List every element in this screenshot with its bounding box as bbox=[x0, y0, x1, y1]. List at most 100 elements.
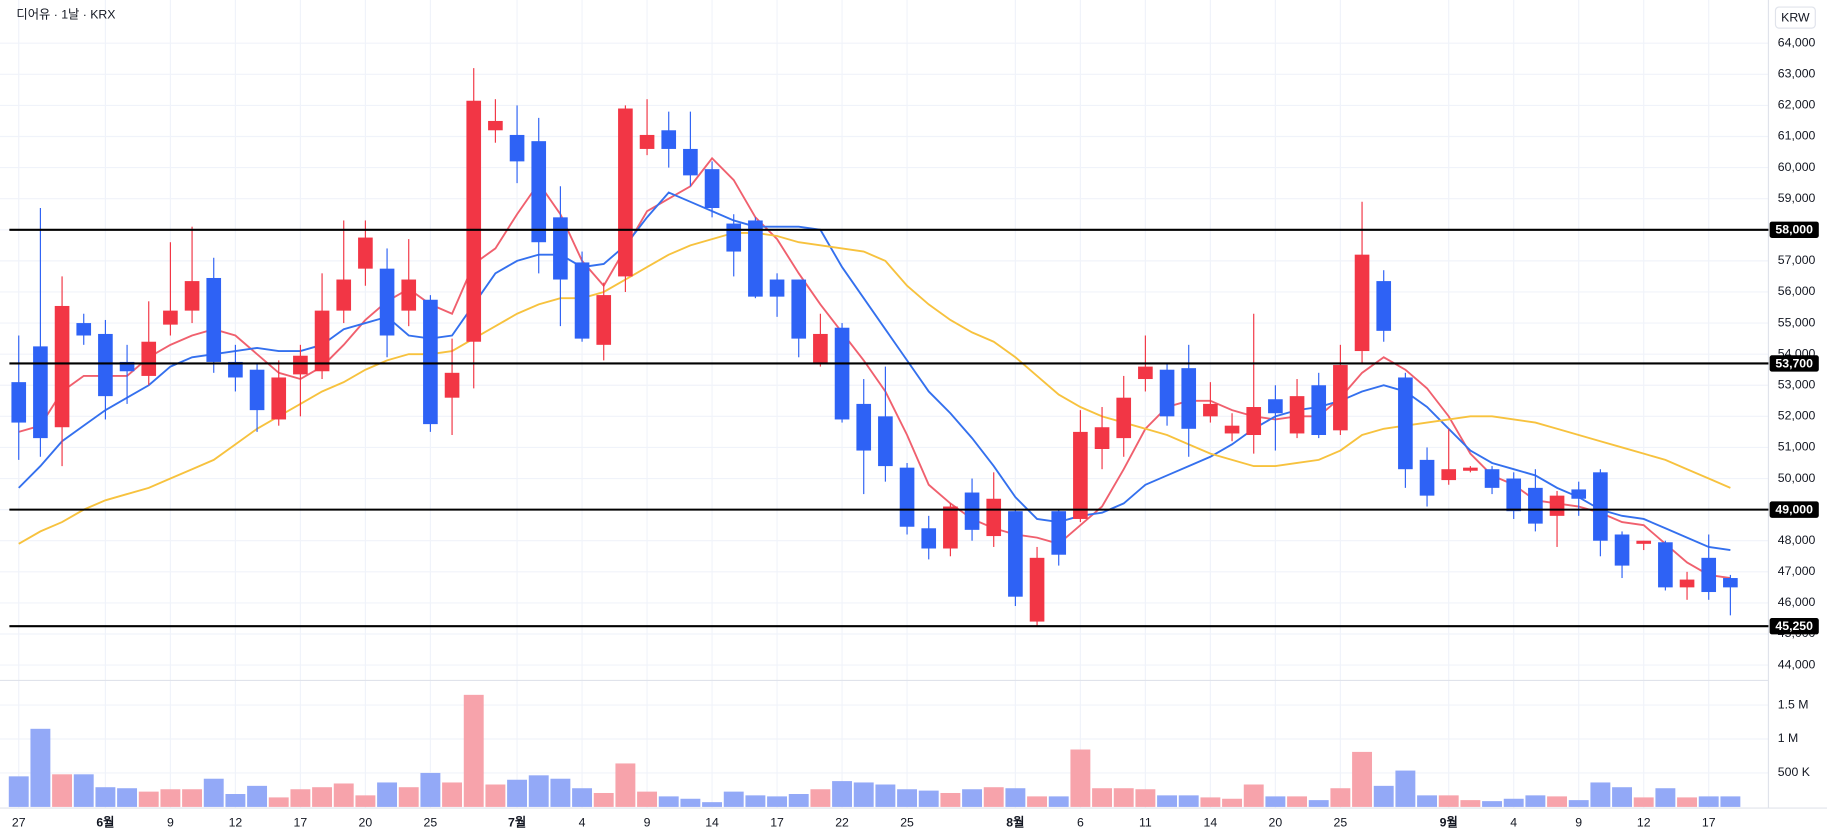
candle-body bbox=[1094, 427, 1110, 449]
volume-bar bbox=[225, 794, 246, 807]
volume-bar bbox=[117, 788, 138, 807]
y2-tick-label: 1.5 M bbox=[1778, 697, 1809, 711]
volume-bar bbox=[810, 789, 831, 807]
candle-body bbox=[54, 305, 70, 428]
candle-body bbox=[271, 377, 287, 420]
volume-bar bbox=[918, 790, 939, 807]
candle-body bbox=[1008, 511, 1023, 597]
candle-body bbox=[1289, 396, 1305, 434]
candle-body bbox=[748, 220, 763, 297]
volume-bar bbox=[572, 788, 593, 807]
volume-bar bbox=[1265, 796, 1286, 807]
x-tick-label: 6월 bbox=[96, 815, 114, 830]
candle-body bbox=[1051, 511, 1067, 555]
volume-bar bbox=[1590, 782, 1611, 807]
volume-bar bbox=[702, 802, 723, 807]
volume-bar bbox=[832, 781, 853, 807]
y-tick-label: 64,000 bbox=[1778, 35, 1816, 49]
x-tick-label: 11 bbox=[1139, 816, 1152, 830]
volume-bar bbox=[1243, 784, 1264, 807]
x-tick-label: 8월 bbox=[1006, 815, 1024, 830]
candle-body bbox=[206, 277, 222, 362]
volume-bar bbox=[1027, 796, 1048, 807]
x-tick-label: 25 bbox=[424, 816, 438, 830]
x-tick-label: 20 bbox=[1269, 816, 1283, 830]
volume-bar bbox=[1417, 795, 1438, 807]
candle-body bbox=[661, 130, 677, 149]
candle-body bbox=[1593, 472, 1608, 541]
volume-bar bbox=[1633, 797, 1654, 807]
volume-bar bbox=[658, 796, 679, 807]
volume-bar bbox=[1157, 795, 1178, 807]
candle-body bbox=[509, 134, 525, 162]
candle-body bbox=[1224, 425, 1240, 434]
volume-bar bbox=[528, 775, 549, 807]
level-label: 49,000 bbox=[1775, 502, 1813, 516]
candle-body bbox=[921, 528, 937, 549]
candle-body bbox=[704, 169, 720, 209]
volume-bar bbox=[182, 789, 203, 807]
candle-body bbox=[618, 108, 633, 277]
volume-bar bbox=[1048, 796, 1069, 807]
candle-body bbox=[964, 492, 980, 530]
x-tick-label: 17 bbox=[1702, 816, 1716, 830]
candle-body bbox=[293, 355, 308, 375]
y-tick-label: 50,000 bbox=[1778, 471, 1816, 485]
volume-bar bbox=[593, 792, 614, 807]
y-tick-label: 46,000 bbox=[1778, 595, 1816, 609]
volume-bar bbox=[1330, 788, 1351, 807]
moving-average-line bbox=[18, 191, 1731, 551]
volume-bar bbox=[897, 789, 918, 807]
candle-body bbox=[791, 279, 807, 339]
candle-body bbox=[423, 299, 438, 425]
level-label-box bbox=[1769, 355, 1819, 372]
volume-bar bbox=[1503, 798, 1524, 807]
volume-bar bbox=[1287, 796, 1308, 807]
candle-body bbox=[1159, 369, 1175, 417]
volume-bar bbox=[1200, 797, 1221, 807]
x-tick-label: 6 bbox=[1077, 816, 1084, 830]
candle-body bbox=[249, 369, 265, 411]
volume-bar bbox=[680, 798, 701, 807]
volume-bar bbox=[1395, 770, 1416, 807]
volume-bar bbox=[550, 778, 571, 807]
candle-body bbox=[1181, 368, 1197, 429]
volume-bar bbox=[463, 694, 484, 807]
candle-body bbox=[314, 310, 330, 372]
x-tick-label: 25 bbox=[900, 816, 914, 830]
volume-bar bbox=[160, 789, 181, 807]
candle-body bbox=[358, 237, 373, 269]
volume-bar bbox=[377, 782, 398, 807]
volume-bar bbox=[420, 772, 441, 807]
x-tick-label: 27 bbox=[12, 816, 26, 830]
candle-body bbox=[1723, 578, 1738, 588]
candle-body bbox=[1203, 403, 1218, 417]
candle-body bbox=[683, 148, 698, 176]
candle-body bbox=[769, 279, 785, 297]
volume-bar bbox=[95, 787, 116, 807]
volume-bar bbox=[1352, 751, 1373, 807]
y-tick-label: 55,000 bbox=[1778, 315, 1816, 329]
volume-bar bbox=[1677, 797, 1698, 807]
candle-body bbox=[1246, 407, 1262, 436]
candle-body bbox=[444, 372, 460, 398]
candle-body bbox=[184, 281, 200, 311]
x-tick-label: 4 bbox=[1510, 816, 1517, 830]
x-tick-label: 17 bbox=[294, 816, 308, 830]
volume-bar bbox=[247, 785, 268, 807]
volume-bar bbox=[767, 796, 788, 807]
y2-tick-label: 1 M bbox=[1778, 731, 1798, 745]
candle-body bbox=[228, 361, 243, 378]
candle-body bbox=[1376, 281, 1392, 331]
level-label-box bbox=[1769, 221, 1819, 238]
candle-body bbox=[1268, 399, 1283, 414]
candle-body bbox=[379, 268, 395, 336]
candle-body bbox=[466, 100, 482, 342]
candle-body bbox=[401, 279, 417, 311]
candle-body bbox=[1029, 557, 1045, 622]
candle-body bbox=[33, 346, 48, 439]
volume-bar bbox=[1178, 795, 1199, 807]
y-tick-label: 61,000 bbox=[1778, 129, 1816, 143]
volume-bar bbox=[723, 791, 744, 807]
candle-body bbox=[98, 333, 113, 397]
